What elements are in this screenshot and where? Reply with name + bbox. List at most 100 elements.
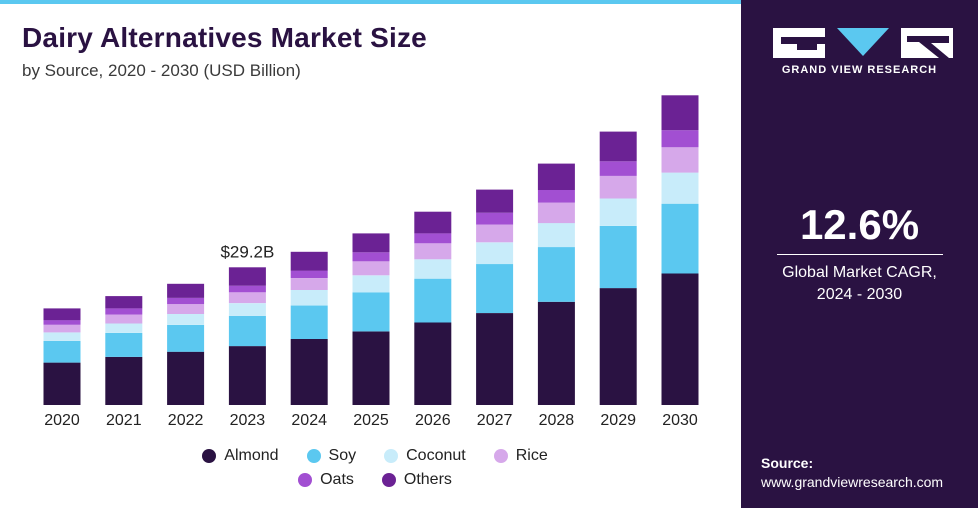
- chart-panel: Dairy Alternatives Market Size by Source…: [0, 0, 741, 495]
- bar-segment-rice-2027: [476, 224, 514, 243]
- accent-bar: [0, 0, 741, 4]
- bar-segment-others-2023: [228, 267, 266, 286]
- bar-segment-others-2022: [167, 283, 205, 298]
- bar-segment-oats-2030: [661, 130, 699, 148]
- x-tick-label: 2021: [106, 412, 142, 429]
- bar-segment-almond-2030: [661, 273, 699, 405]
- chart-title: Dairy Alternatives Market Size: [22, 22, 427, 53]
- cagr-label-line1: Global Market CAGR,: [782, 264, 937, 281]
- bar-segment-others-2030: [661, 95, 699, 131]
- bar-segment-oats-2020: [43, 320, 81, 325]
- bar-segment-others-2024: [290, 251, 328, 271]
- x-tick-label: 2030: [662, 412, 698, 429]
- bar-segment-soy-2027: [476, 264, 514, 313]
- bar-segment-others-2020: [43, 308, 81, 321]
- bar-segment-rice-2021: [105, 314, 143, 324]
- legend-item-oats: Oats: [298, 471, 354, 489]
- legend-label: Soy: [328, 447, 357, 464]
- legend-item-rice: Rice: [493, 447, 548, 465]
- legend-item-others: Others: [381, 471, 452, 489]
- x-tick-label: 2022: [168, 412, 204, 429]
- bar-segment-rice-2028: [537, 202, 575, 224]
- x-tick-label: 2020: [44, 412, 80, 429]
- legend-swatch: [202, 449, 217, 463]
- brand-name: GRAND VIEW RESEARCH: [781, 64, 938, 76]
- bar-segment-soy-2025: [352, 292, 390, 332]
- bar-segment-coconut-2025: [352, 275, 390, 293]
- info-panel: GRAND VIEW RESEARCH 12.6% Global Market …: [741, 0, 978, 508]
- bar-segment-oats-2022: [167, 298, 205, 305]
- source-url[interactable]: www.grandviewresearch.com: [761, 474, 944, 490]
- bar-segment-soy-2023: [228, 315, 266, 347]
- bar-segment-others-2021: [105, 296, 143, 309]
- bar-segment-oats-2024: [290, 270, 328, 279]
- legend-swatch: [384, 449, 399, 463]
- bar-segment-soy-2026: [414, 278, 452, 323]
- bar-segment-oats-2025: [352, 252, 390, 262]
- bar-segment-almond-2027: [476, 313, 514, 405]
- bar-segment-rice-2020: [43, 324, 81, 333]
- legend-label: Others: [403, 471, 452, 488]
- x-tick-label: 2023: [230, 412, 266, 429]
- bar-segment-coconut-2024: [290, 290, 328, 306]
- bar-segment-almond-2021: [105, 356, 143, 405]
- bar-segment-soy-2022: [167, 324, 205, 352]
- bar-segment-coconut-2029: [599, 198, 637, 226]
- legend-label: Rice: [515, 447, 548, 464]
- legend-swatch: [298, 473, 313, 487]
- bar-segment-coconut-2027: [476, 242, 514, 265]
- bar-segment-coconut-2023: [228, 303, 266, 316]
- cagr-value: 12.6%: [799, 201, 920, 248]
- bar-segment-almond-2023: [228, 346, 266, 405]
- bar-segment-rice-2030: [661, 147, 699, 173]
- bar-segment-rice-2025: [352, 261, 390, 276]
- legend-label: Almond: [224, 447, 279, 464]
- bar-segment-almond-2020: [43, 362, 81, 405]
- legend-item-soy: Soy: [306, 447, 357, 465]
- bar-segment-coconut-2026: [414, 259, 452, 279]
- bar-segment-rice-2024: [290, 278, 328, 290]
- bar-segment-almond-2025: [352, 331, 390, 405]
- legend-swatch: [381, 473, 396, 487]
- bar-segment-soy-2024: [290, 305, 328, 339]
- bar-segment-oats-2029: [599, 161, 637, 176]
- bar-segment-others-2026: [414, 211, 452, 234]
- legend-label: Oats: [320, 471, 354, 488]
- bar-segment-almond-2022: [167, 351, 205, 405]
- bar-segment-almond-2029: [599, 288, 637, 405]
- x-tick-label: 2025: [353, 412, 389, 429]
- data-label-total: $29.2B: [220, 242, 274, 261]
- chart-legend: Almond Soy Coconut Rice Oats Others: [150, 447, 600, 495]
- bar-segment-oats-2026: [414, 233, 452, 244]
- chart-subtitle: by Source, 2020 - 2030 (USD Billion): [22, 61, 301, 80]
- bar-segment-coconut-2022: [167, 314, 205, 325]
- bar-segment-soy-2021: [105, 332, 143, 357]
- source-label: Source:: [761, 455, 814, 471]
- bar-segment-oats-2028: [537, 190, 575, 203]
- legend-item-coconut: Coconut: [384, 447, 466, 465]
- bar-segment-others-2025: [352, 233, 390, 253]
- bar-segment-soy-2030: [661, 203, 699, 274]
- legend-swatch: [306, 449, 321, 463]
- bar-segment-almond-2028: [537, 301, 575, 405]
- bar-segment-coconut-2020: [43, 332, 81, 341]
- bar-segment-soy-2029: [599, 225, 637, 289]
- bar-segment-oats-2023: [228, 285, 266, 293]
- stacked-bar-chart: 2020 2021 2022 2023 $29.2B 2024 2025 2026 2027 20…: [43, 95, 699, 429]
- bar-segment-rice-2029: [599, 175, 637, 199]
- bar-segment-oats-2021: [105, 308, 143, 315]
- x-tick-label: 2027: [477, 412, 513, 429]
- bar-segment-almond-2024: [290, 339, 328, 405]
- legend-item-almond: Almond: [202, 447, 279, 465]
- bar-segment-rice-2026: [414, 243, 452, 260]
- x-tick-label: 2028: [539, 412, 575, 429]
- bar-segment-almond-2026: [414, 322, 452, 405]
- divider: [777, 254, 943, 255]
- bar-segment-coconut-2030: [661, 172, 699, 204]
- legend-label: Coconut: [406, 447, 466, 464]
- bar-segment-oats-2027: [476, 212, 514, 225]
- x-tick-label: 2026: [415, 412, 451, 429]
- cagr-label-line2: 2024 - 2030: [816, 286, 903, 303]
- bar-segment-coconut-2021: [105, 323, 143, 333]
- bar-segment-others-2028: [537, 163, 575, 190]
